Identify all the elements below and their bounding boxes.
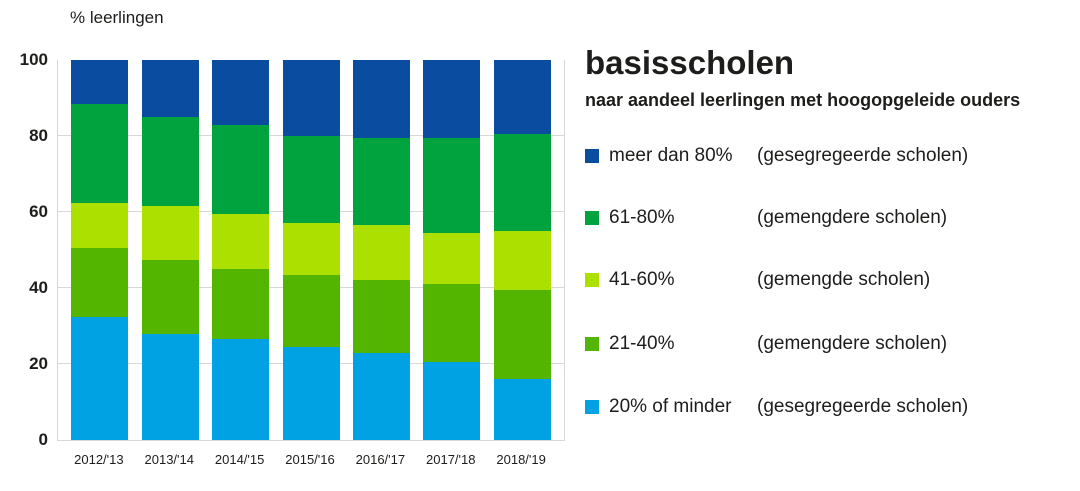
- legend-panel: basisscholen naar aandeel leerlingen met…: [585, 0, 1080, 491]
- x-tick-label: 2018/'19: [496, 452, 546, 467]
- bar-segment: [141, 259, 199, 334]
- y-axis-title: % leerlingen: [70, 8, 164, 27]
- bar-segment: [71, 248, 129, 317]
- y-tick-label: 100: [19, 50, 48, 69]
- bar-segment: [282, 346, 340, 440]
- bar-segment: [212, 269, 270, 340]
- bar-2015/'16: [282, 60, 340, 440]
- bar-segment: [493, 231, 551, 290]
- legend-note: (gemengdere scholen): [757, 207, 948, 228]
- bar-segment: [282, 136, 340, 224]
- y-tick-label: 0: [38, 430, 48, 449]
- y-tick-label: 40: [29, 278, 48, 297]
- bar-segment: [141, 60, 199, 118]
- bar-2012/'13: [71, 60, 129, 440]
- y-tick-label: 20: [29, 354, 48, 373]
- legend-item: 61-80% (gemengdere scholen): [585, 206, 947, 230]
- y-tick-label: 60: [29, 202, 48, 221]
- bar-segment: [352, 137, 410, 226]
- x-tick-label: 2016/'17: [355, 452, 406, 467]
- bar-2013/'14: [141, 60, 199, 440]
- bar-segment: [493, 60, 551, 135]
- bar-segment: [141, 206, 199, 260]
- legend-note: (gesegregeerde scholen): [757, 145, 969, 166]
- legend-swatch-icon: [585, 337, 599, 351]
- bar-segment: [71, 103, 129, 203]
- bar-segment: [352, 352, 410, 440]
- legend-label: 21-40%: [609, 333, 675, 354]
- legend-swatch-icon: [585, 211, 599, 225]
- bar-segment: [71, 316, 129, 440]
- bar-segment: [212, 213, 270, 270]
- x-tick-label: 2017/'18: [426, 452, 476, 467]
- x-tick-label: 2013/'14: [144, 452, 194, 467]
- bar-segment: [212, 339, 270, 440]
- bar-2014/'15: [212, 60, 270, 440]
- bar-segment: [423, 60, 481, 138]
- legend-swatch-icon: [585, 149, 599, 163]
- y-axis-ticks: 0 20 40 60 80 100: [0, 50, 48, 449]
- legend-item: meer dan 80% (gesegregeerde scholen): [585, 144, 968, 168]
- bar-segment: [141, 117, 199, 207]
- bar-segment: [71, 60, 129, 104]
- bar-segment: [282, 274, 340, 347]
- chart-subtitle: naar aandeel leerlingen met hoogopgeleid…: [585, 90, 1021, 110]
- x-tick-label: 2012/'13: [74, 452, 124, 467]
- bar-2018/'19: [493, 60, 551, 440]
- bar-series: [58, 60, 564, 440]
- legend-label: 61-80%: [609, 207, 675, 228]
- bar-segment: [212, 124, 270, 214]
- legend-note: (gemengdere scholen): [757, 333, 948, 354]
- bar-segment: [423, 362, 481, 440]
- bar-segment: [493, 134, 551, 232]
- bar-segment: [352, 60, 410, 138]
- x-tick-label: 2014/'15: [214, 452, 265, 467]
- plot-area: [57, 60, 565, 441]
- bar-segment: [423, 137, 481, 233]
- legend-item: 20% of minder (gesegregeerde scholen): [585, 395, 968, 419]
- bar-segment: [493, 379, 551, 440]
- bar-segment: [352, 280, 410, 353]
- legend-item: 21-40% (gemengdere scholen): [585, 332, 947, 356]
- bar-segment: [423, 284, 481, 363]
- bar-2017/'18: [423, 60, 481, 440]
- x-tick-label: 2015/'16: [285, 452, 335, 467]
- legend-label: 41-60%: [609, 269, 675, 290]
- legend-label: meer dan 80%: [609, 145, 733, 166]
- bar-segment: [71, 202, 129, 249]
- legend-item: 41-60% (gemengde scholen): [585, 268, 930, 292]
- bar-segment: [282, 223, 340, 275]
- legend-note: (gesegregeerde scholen): [757, 396, 969, 417]
- bar-segment: [141, 333, 199, 440]
- bar-segment: [493, 289, 551, 380]
- bar-2016/'17: [352, 60, 410, 440]
- bar-segment: [282, 60, 340, 137]
- bar-segment: [423, 232, 481, 285]
- legend-swatch-icon: [585, 400, 599, 414]
- legend-swatch-icon: [585, 273, 599, 287]
- x-axis-ticks: 2012/'13 2013/'14 2014/'15 2015/'16 2016/'17…: [57, 452, 563, 467]
- bar-segment: [352, 225, 410, 281]
- chart-title: basisscholen: [585, 44, 795, 81]
- bar-segment: [212, 60, 270, 125]
- y-tick-label: 80: [29, 126, 48, 145]
- legend-label: 20% of minder: [609, 396, 732, 417]
- legend-note: (gemengde scholen): [757, 269, 931, 290]
